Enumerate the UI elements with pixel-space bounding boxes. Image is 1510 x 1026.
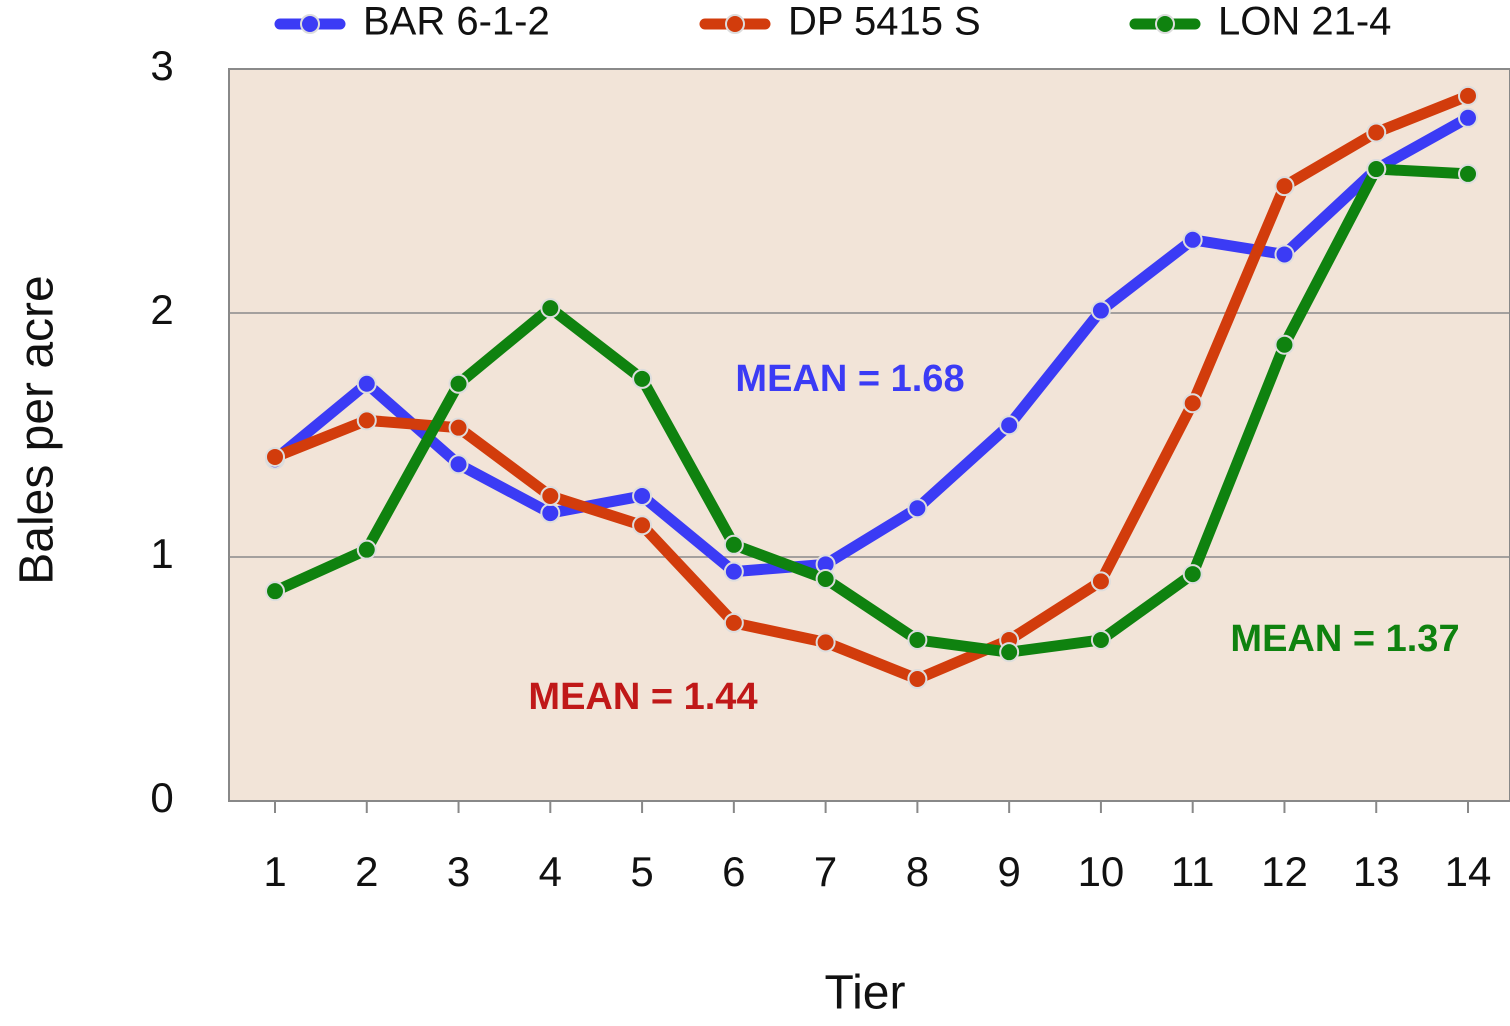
data-point [907, 498, 928, 519]
data-point [356, 410, 377, 431]
data-point [1090, 571, 1111, 592]
data-point [1366, 159, 1387, 180]
data-point [448, 373, 469, 394]
x-tick-label: 14 [1445, 848, 1492, 895]
x-tick-label: 5 [630, 848, 653, 895]
data-point [907, 629, 928, 650]
x-tick-label: 10 [1078, 848, 1125, 895]
x-tick-label: 13 [1353, 848, 1400, 895]
data-point [540, 486, 561, 506]
y-axis-title: Bales per acre [11, 275, 64, 585]
data-point [632, 515, 653, 536]
data-point [1182, 229, 1203, 250]
data-point [723, 561, 744, 582]
data-point [1274, 244, 1295, 265]
data-point [632, 486, 653, 506]
x-tick-label: 4 [539, 848, 562, 895]
series-line [272, 163, 1469, 658]
data-point [999, 415, 1020, 436]
data-point [723, 534, 744, 555]
data-point [815, 632, 836, 653]
data-point [448, 417, 469, 438]
x-tick-label: 1 [263, 848, 286, 895]
y-tick-label: 0 [150, 774, 173, 821]
x-tick-label: 2 [355, 848, 378, 895]
legend-marker [1155, 14, 1175, 34]
data-point [1274, 176, 1295, 197]
x-tick-label: 3 [447, 848, 470, 895]
data-point [1090, 629, 1111, 650]
y-tick-label: 3 [150, 42, 173, 89]
data-point [1182, 564, 1203, 585]
data-point [907, 669, 928, 689]
annotation: MEAN = 1.68 [735, 358, 964, 400]
x-tick-label: 12 [1261, 848, 1308, 895]
y-tick-label: 1 [150, 530, 173, 577]
data-point [448, 454, 469, 475]
data-point [540, 503, 561, 524]
legend-label: DP 5415 S [788, 0, 981, 44]
x-tick-label: 9 [997, 848, 1020, 895]
data-point [356, 373, 377, 394]
data-point [632, 368, 653, 389]
plot-area [228, 68, 1510, 802]
annotation: MEAN = 1.37 [1230, 618, 1459, 660]
data-point [723, 612, 744, 633]
data-point [1090, 300, 1111, 321]
annotation: MEAN = 1.44 [528, 676, 757, 718]
x-tick-label: 8 [906, 848, 929, 895]
legend-label: BAR 6-1-2 [363, 0, 550, 44]
data-point [1274, 334, 1295, 355]
data-point [1182, 393, 1203, 414]
y-tick-label: 2 [150, 286, 173, 333]
data-point [815, 568, 836, 589]
series-line [271, 112, 1471, 578]
data-point [540, 298, 561, 319]
series-line [272, 90, 1471, 685]
data-point [265, 446, 285, 467]
legend-label: LON 21-4 [1218, 0, 1391, 44]
data-point [1458, 85, 1478, 106]
data-point [265, 581, 285, 602]
legend-marker [725, 14, 745, 34]
x-tick-label: 6 [722, 848, 745, 895]
data-point [1366, 122, 1387, 143]
x-tick-label: 7 [814, 848, 837, 895]
x-axis-title: Tier [825, 967, 906, 1020]
legend-marker [300, 14, 320, 34]
data-point [1458, 107, 1478, 128]
x-tick-label: 11 [1171, 848, 1215, 895]
data-point [356, 539, 377, 560]
data-point [1458, 163, 1478, 184]
data-point [999, 642, 1020, 663]
